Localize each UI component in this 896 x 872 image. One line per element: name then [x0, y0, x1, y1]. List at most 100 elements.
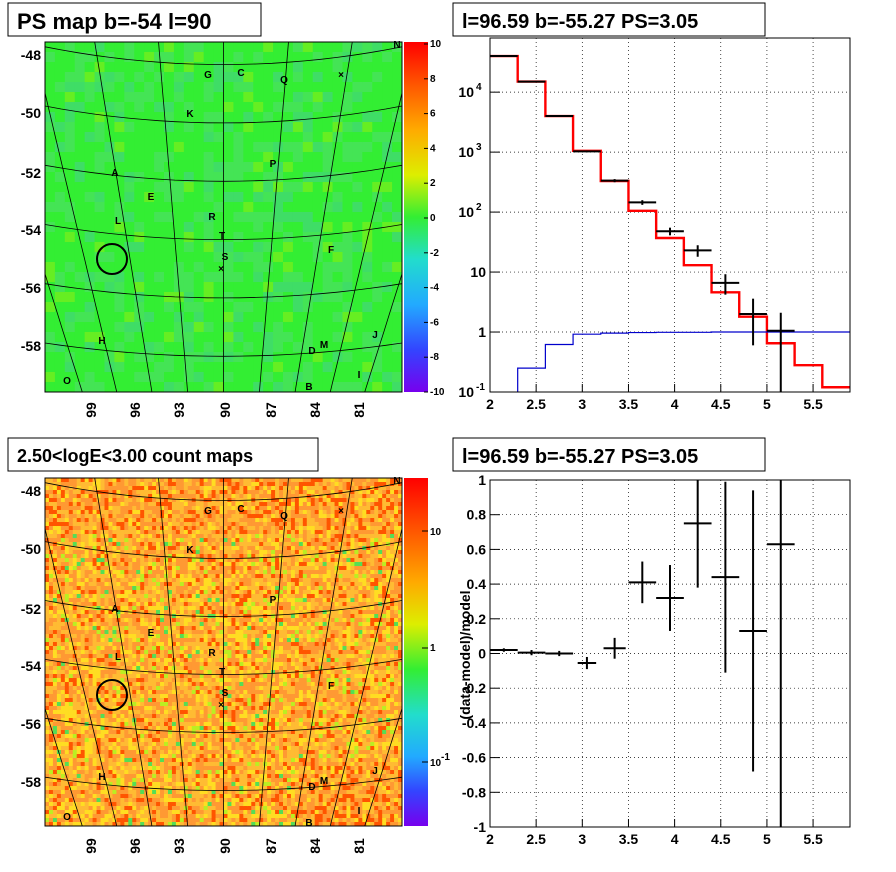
cnt-map-cell	[171, 510, 177, 515]
cnt-map-cell	[128, 522, 133, 527]
cnt-map-cell	[187, 514, 193, 519]
cnt-map-cell	[116, 566, 121, 571]
cnt-map-cell	[52, 670, 58, 675]
cnt-map-cell	[92, 702, 97, 707]
ps-map-cell	[74, 362, 86, 373]
cnt-map-cell	[108, 482, 113, 487]
cnt-map-cell	[72, 690, 78, 695]
cnt-map-cell	[88, 674, 93, 679]
ps-map-cell	[54, 202, 66, 213]
ps-map-cell	[362, 52, 373, 63]
ps-map-cell	[104, 192, 115, 203]
ps-map-cell	[283, 372, 294, 383]
cnt-map-cell	[183, 478, 189, 483]
cnt-map-cell	[171, 762, 177, 767]
cnt-map-cell	[80, 742, 86, 747]
cnt-map-cell	[164, 750, 169, 755]
cnt-map-cell	[160, 514, 165, 519]
cnt-map-cell	[45, 686, 50, 691]
ps-map-cell	[193, 152, 205, 163]
cnt-map-cell	[156, 582, 161, 587]
cnt-map-cell	[187, 770, 193, 775]
ps-map-cell	[223, 352, 234, 363]
cnt-map-cell	[108, 658, 113, 663]
cnt-map-cell	[195, 698, 201, 703]
ps-map-cell	[213, 292, 224, 303]
cnt-map-cell	[120, 734, 125, 739]
ps-map-cell	[283, 112, 294, 123]
cnt-map-cell	[76, 514, 82, 519]
cnt-map-cell	[96, 574, 101, 579]
cnt-map-cell	[80, 538, 86, 543]
cnt-map-cell	[179, 786, 185, 791]
cnt-map-cell	[144, 594, 149, 599]
cnt-map-cell	[136, 554, 141, 559]
cnt-map-cell	[72, 538, 78, 543]
cnt-map-cell	[144, 650, 149, 655]
cnt-map-cell	[84, 678, 90, 683]
cnt-map-cell	[76, 738, 82, 743]
cnt-map-cell	[191, 574, 197, 579]
cnt-map-cell	[48, 534, 54, 539]
cnt-map-cell	[148, 510, 153, 515]
cnt-map-cell	[175, 510, 181, 515]
cnt-map-cell	[92, 486, 97, 491]
cnt-map-cell	[120, 622, 125, 627]
cnt-map-cell	[88, 778, 93, 783]
cnt-map-cell	[112, 530, 117, 535]
ps-map-cell	[243, 42, 254, 53]
cnt-map-cell	[199, 634, 205, 639]
cnt-map-cell	[45, 618, 50, 623]
ps-map-cell	[273, 222, 284, 233]
ps-map-cell	[253, 142, 264, 153]
cnt-map-cell	[48, 782, 54, 787]
cnt-map-cell	[187, 822, 193, 826]
cnt-map-cell	[108, 614, 113, 619]
cnt-map-cell	[136, 782, 141, 787]
cnt-map-cell	[52, 614, 58, 619]
cnt-map-cell	[152, 558, 157, 563]
cnt-map-cell	[52, 602, 58, 607]
ps-map-cell	[283, 172, 294, 183]
cnt-map-cell	[68, 590, 74, 595]
ps-map-cell	[322, 182, 333, 193]
ps-map-cell	[84, 382, 95, 392]
cnt-map-cell	[183, 738, 189, 743]
cnt-map-cell	[124, 742, 129, 747]
cnt-map-cell	[140, 742, 145, 747]
cnt-map-cell	[92, 810, 97, 815]
cnt-map-cell	[187, 706, 193, 711]
ps-map-cell	[74, 302, 86, 313]
cnt-map-cell	[183, 534, 189, 539]
ps-map-cell	[392, 232, 402, 243]
cnt-map-cell	[136, 666, 141, 671]
cnt-map-cell	[152, 718, 157, 723]
ps-map-cell	[273, 152, 284, 163]
cnt-map-cell	[203, 522, 209, 527]
cnt-map-cell	[84, 742, 90, 747]
cnt-map-cell	[203, 726, 209, 731]
ps-map-cell	[183, 252, 195, 263]
cnt-map-cell	[144, 778, 149, 783]
ps-map-cell	[392, 322, 402, 333]
cnt-map-cell	[203, 674, 209, 679]
cnt-map-cell	[108, 498, 113, 503]
cnt-map-cell	[72, 698, 78, 703]
cnt-map-cell	[108, 790, 113, 795]
cnt-map-cell	[96, 758, 101, 763]
cnt-map-cell	[187, 666, 193, 671]
cnt-map-cell	[148, 678, 153, 683]
cnt-map-cell	[84, 618, 90, 623]
cnt-map-cell	[116, 822, 121, 826]
ps-map-cell	[283, 272, 294, 283]
cnt-map-cell	[124, 738, 129, 743]
cnt-map-cell	[76, 766, 82, 771]
cnt-map-cell	[183, 510, 189, 515]
cnt-map-cell	[175, 766, 181, 771]
cnt-map-cell	[156, 586, 161, 591]
cnt-map-cell	[56, 670, 62, 675]
ps-map-cell	[362, 62, 373, 73]
ps-map-cell	[362, 72, 373, 83]
cnt-map-cell	[148, 698, 153, 703]
cnt-map-cell	[68, 778, 74, 783]
